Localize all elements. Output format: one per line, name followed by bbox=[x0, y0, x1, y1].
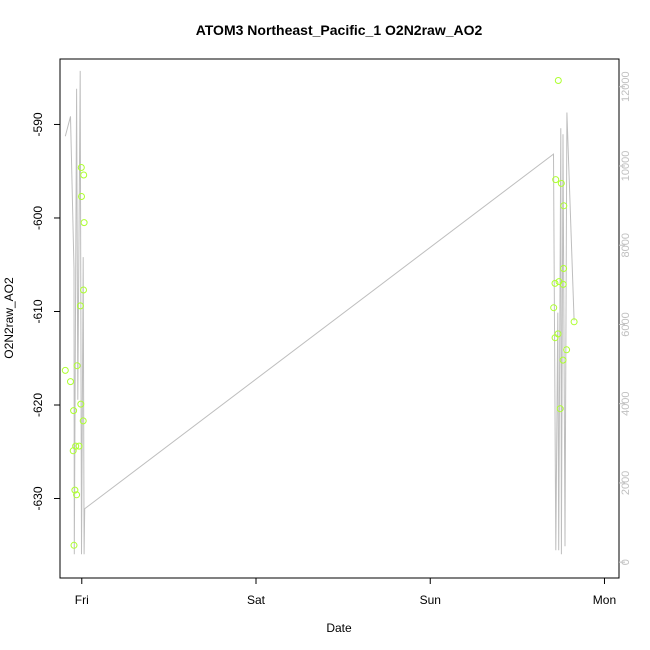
data-point bbox=[70, 407, 78, 415]
y2-tick-label: 0 bbox=[620, 559, 632, 565]
y-tick-label: -610 bbox=[31, 299, 45, 323]
y2-tick-label: 4000 bbox=[620, 391, 632, 415]
y-tick-label: -590 bbox=[31, 112, 45, 136]
data-point bbox=[61, 366, 69, 374]
data-point bbox=[556, 405, 564, 413]
data-point bbox=[570, 318, 578, 326]
y2-tick-label: 6000 bbox=[620, 312, 632, 336]
data-point bbox=[560, 265, 568, 272]
axes: Fri Sat Sun Mon -630 -620 -610 -600 -590 0 2000 400… bbox=[31, 58, 632, 607]
data-point bbox=[563, 346, 571, 354]
data-point bbox=[560, 202, 568, 210]
y-tick-label: -600 bbox=[31, 206, 45, 230]
data-point bbox=[75, 442, 83, 450]
data-point bbox=[67, 378, 74, 386]
data-point bbox=[554, 330, 562, 338]
data-point bbox=[552, 176, 560, 184]
y-axis-label: O2N2raw_AO2 bbox=[2, 277, 16, 359]
y2-tick-label: 8000 bbox=[620, 233, 632, 257]
y-tick-label: -630 bbox=[31, 486, 45, 510]
data-point bbox=[559, 280, 567, 288]
x-tick-label: Mon bbox=[593, 593, 616, 607]
data-point bbox=[557, 179, 565, 187]
data-point bbox=[80, 171, 88, 179]
data-point bbox=[73, 491, 81, 499]
y2-tick-label: 10000 bbox=[620, 151, 632, 182]
data-point bbox=[72, 442, 80, 450]
data-point bbox=[80, 219, 88, 227]
y2-tick-label: 12000 bbox=[620, 71, 632, 102]
data-point bbox=[554, 77, 562, 84]
data-point bbox=[77, 164, 85, 171]
chart-title: ATOM3 Northeast_Pacific_1 O2N2raw_AO2 bbox=[196, 22, 483, 38]
scatter-series bbox=[61, 77, 578, 549]
data-point bbox=[80, 286, 87, 294]
x-tick-label: Fri bbox=[75, 593, 89, 607]
data-point bbox=[76, 302, 84, 310]
data-point bbox=[70, 541, 78, 549]
data-point bbox=[551, 279, 559, 287]
data-point bbox=[550, 304, 558, 312]
data-point bbox=[78, 193, 85, 200]
x-tick-label: Sat bbox=[247, 593, 266, 607]
y2-tick-label: 2000 bbox=[620, 471, 632, 495]
x-axis-label: Date bbox=[326, 621, 352, 635]
data-point bbox=[73, 362, 81, 370]
data-point bbox=[79, 417, 87, 425]
y-tick-label: -620 bbox=[31, 393, 45, 417]
data-point bbox=[71, 486, 79, 494]
series-line bbox=[64, 70, 575, 555]
data-point bbox=[559, 356, 567, 364]
x-tick-label: Sun bbox=[420, 593, 441, 607]
plot-frame bbox=[59, 58, 620, 579]
data-point bbox=[77, 400, 85, 408]
line-series bbox=[64, 70, 575, 555]
